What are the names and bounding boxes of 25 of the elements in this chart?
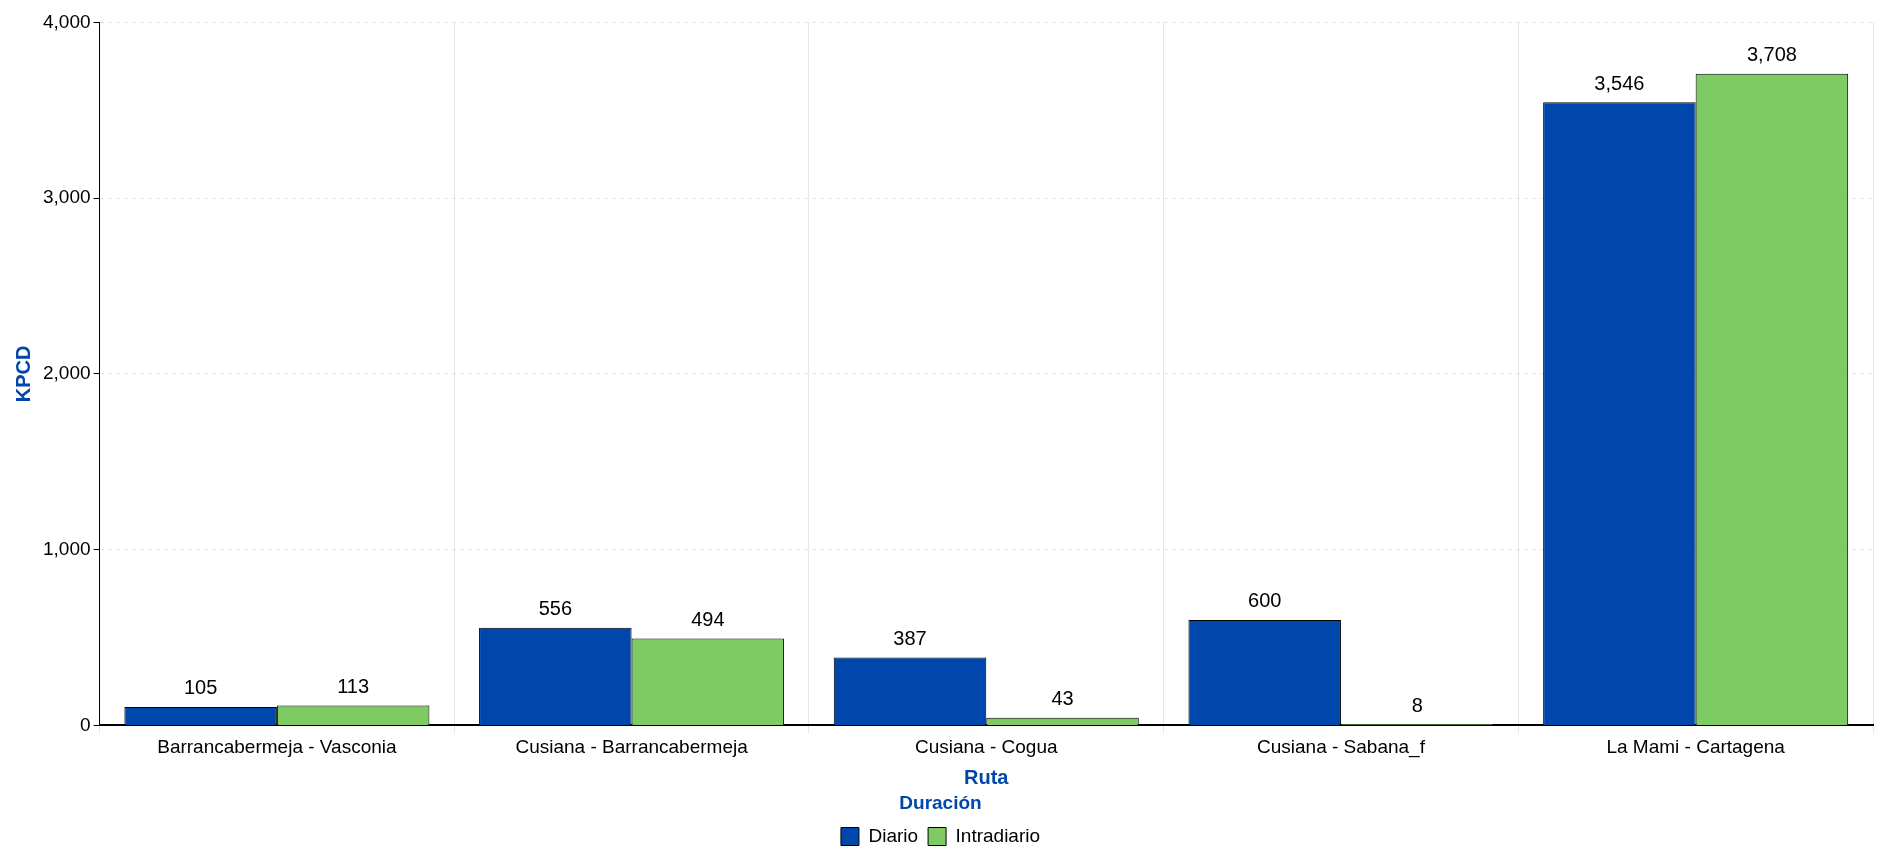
legend-title: Duración [899,791,982,813]
x-tick-label: Cusiana - Sabana_f [1256,736,1426,759]
y-tick-label: 4,000 [43,10,91,32]
y-tick-label: 2,000 [43,362,91,384]
x-tick-label: Cusiana - Barrancabermeja [515,736,749,758]
data-label: 494 [691,608,725,631]
y-axis-title: KPCD [11,345,34,403]
data-label: 3,708 [1746,43,1797,66]
x-tick-label: Barrancabermeja - Vasconia [157,736,398,758]
data-label: 3,546 [1594,71,1645,94]
x-axis-title: Ruta [964,765,1010,788]
data-label: 8 [1411,693,1423,716]
x-tick-label: La Mami - Cartagena [1606,736,1786,758]
data-label: 113 [337,675,370,698]
legend-label: Intradiario [955,824,1041,846]
legend-label: Diario [868,824,919,846]
data-label: 105 [183,676,218,699]
x-tick-label: Cusiana - Cogua [914,736,1058,758]
y-tick-label: 3,000 [43,186,91,208]
data-label: 600 [1248,589,1282,612]
data-label: 556 [538,597,573,620]
y-tick-label: 0 [79,713,91,735]
y-tick-label: 1,000 [43,537,91,559]
data-label: 387 [893,626,927,649]
data-label: 43 [1051,687,1074,710]
